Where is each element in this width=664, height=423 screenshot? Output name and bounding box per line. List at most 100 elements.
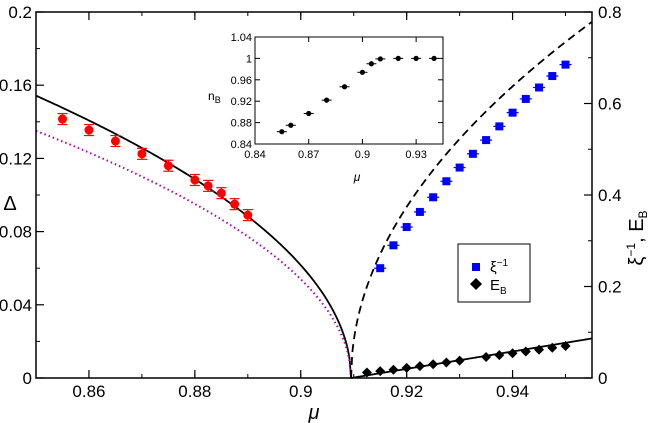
curve-2 bbox=[350, 21, 593, 379]
inset-background bbox=[255, 37, 443, 144]
y-right-tick-label: 0 bbox=[598, 369, 607, 388]
y-right-tick-label: 0.4 bbox=[598, 186, 622, 205]
x-tick-label: 0.92 bbox=[390, 382, 423, 401]
inset-point bbox=[359, 69, 366, 75]
eb-point bbox=[560, 340, 571, 351]
legend-label-eb: EB bbox=[490, 277, 507, 297]
inset-ticks: 0.84 0.87 0.9 0.93 0.84 0.88 0.92 0.96 1 1.04 bbox=[231, 32, 443, 161]
inset-point bbox=[368, 61, 374, 67]
inset-point bbox=[279, 129, 285, 135]
xi-point bbox=[468, 149, 477, 158]
y-left-tick-label: 0.2 bbox=[8, 3, 32, 22]
legend-marker-xi bbox=[472, 263, 480, 271]
x-tick-label: 0.88 bbox=[178, 382, 211, 401]
eb-point bbox=[428, 359, 439, 370]
xi-point bbox=[561, 60, 570, 69]
delta-point bbox=[163, 161, 173, 171]
xi-point bbox=[455, 163, 464, 172]
y-right-tick-label: 0.6 bbox=[598, 95, 622, 114]
delta-point bbox=[137, 149, 147, 159]
eb-point bbox=[481, 351, 492, 362]
y-left-tick-label: 0.16 bbox=[0, 76, 32, 95]
x-tick-label: 0.9 bbox=[289, 382, 313, 401]
y-right-tick-label: 0.8 bbox=[598, 3, 622, 22]
inset-y-tick-label: 1 bbox=[246, 53, 252, 65]
xi-point bbox=[429, 193, 438, 202]
eb-point bbox=[454, 355, 465, 366]
delta-point bbox=[203, 181, 213, 191]
eb-point bbox=[534, 344, 545, 355]
delta-point bbox=[84, 125, 94, 135]
xi-point bbox=[389, 241, 398, 250]
inset-x-axis-title: μ bbox=[353, 170, 361, 184]
xi-point bbox=[508, 108, 517, 117]
inset-point bbox=[431, 55, 437, 62]
y-left-tick-label: 0.04 bbox=[0, 296, 32, 315]
inset-x-tick-label: 0.84 bbox=[244, 149, 265, 161]
legend-label-xi: ξ−1 bbox=[490, 258, 509, 276]
legend-eb-base: E bbox=[490, 277, 500, 294]
inset-x-tick-label: 0.9 bbox=[355, 149, 370, 161]
delta-point bbox=[216, 188, 226, 198]
xi-point bbox=[548, 72, 557, 81]
legend-box bbox=[457, 243, 531, 303]
delta-point bbox=[243, 210, 253, 220]
delta-point bbox=[57, 114, 67, 124]
inset-point bbox=[395, 55, 401, 62]
xi-symbol: ξ bbox=[626, 257, 648, 266]
xi-superscript: −1 bbox=[624, 243, 638, 257]
y-right-axis-title: ξ−1, EB bbox=[624, 210, 650, 265]
x-tick-label: 0.86 bbox=[72, 382, 105, 401]
eb-point bbox=[414, 361, 425, 372]
inset-ylabel-subscript: B bbox=[215, 95, 221, 105]
inset-point bbox=[288, 122, 294, 128]
inset-y-tick-label: 0.84 bbox=[231, 139, 252, 151]
legend-xi-base: ξ bbox=[490, 259, 497, 276]
xi-point bbox=[535, 83, 544, 92]
y-left-axis-title: Δ bbox=[3, 193, 16, 215]
delta-point bbox=[190, 175, 200, 185]
delta-point bbox=[230, 199, 240, 209]
legend-xi-superscript: −1 bbox=[497, 258, 509, 269]
curve-1 bbox=[35, 129, 353, 379]
axis-title-separator: , E bbox=[626, 218, 648, 242]
eb-point bbox=[375, 366, 386, 377]
eb-point bbox=[388, 364, 399, 375]
x-axis-title: μ bbox=[308, 402, 320, 423]
xi-point bbox=[402, 223, 411, 232]
eb-point bbox=[507, 348, 518, 359]
y-left-tick-label: 0.08 bbox=[0, 223, 32, 242]
inset-point bbox=[341, 84, 348, 90]
eb-point bbox=[401, 362, 412, 373]
eb-point bbox=[441, 357, 452, 368]
eb-point bbox=[547, 342, 558, 353]
inset-y-tick-label: 1.04 bbox=[231, 32, 252, 44]
inset-chart: 0.84 0.87 0.9 0.93 0.84 0.88 0.92 0.96 1 1.04 μ n… bbox=[208, 32, 444, 184]
eb-point bbox=[361, 367, 372, 378]
eb-subscript: B bbox=[636, 210, 650, 218]
xi-point bbox=[442, 177, 451, 186]
x-tick-label: 0.94 bbox=[496, 382, 529, 401]
eb-point bbox=[520, 346, 531, 357]
inset-series bbox=[276, 55, 440, 135]
y-left-tick-label: 0.12 bbox=[0, 149, 32, 168]
legend-marker-eb bbox=[470, 278, 482, 290]
inset-x-tick-label: 0.93 bbox=[405, 149, 426, 161]
xi-point bbox=[415, 207, 424, 216]
inset-x-tick-label: 0.87 bbox=[298, 149, 319, 161]
inset-y-tick-label: 0.92 bbox=[231, 96, 252, 108]
inset-y-tick-label: 0.88 bbox=[231, 118, 252, 130]
main-series bbox=[57, 60, 572, 378]
delta-point bbox=[110, 136, 120, 146]
inset-point bbox=[324, 97, 330, 103]
inset-y-axis-title: nB bbox=[208, 89, 221, 105]
xi-point bbox=[521, 94, 530, 103]
y-left-tick-label: 0 bbox=[23, 369, 32, 388]
inset-y-tick-label: 0.96 bbox=[231, 75, 252, 87]
inset-point bbox=[413, 55, 419, 62]
inset-ylabel-n: n bbox=[208, 89, 215, 103]
main-ticks: 0.86 0.88 0.9 0.92 0.94 0 0.04 0.08 0.12 0.16 0.2 0… bbox=[0, 3, 622, 401]
eb-point bbox=[494, 350, 505, 361]
xi-point bbox=[482, 136, 491, 145]
